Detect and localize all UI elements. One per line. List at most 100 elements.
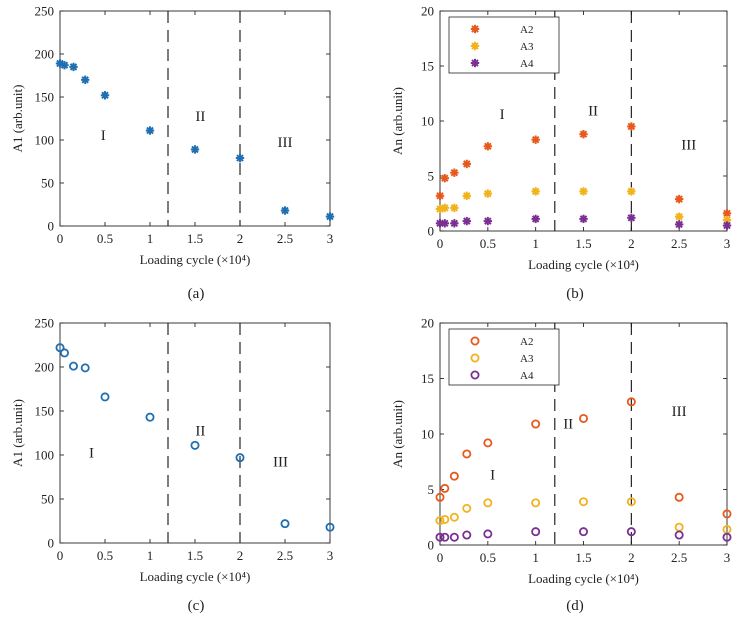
y-tick-label: 250 bbox=[35, 4, 55, 19]
data-point bbox=[450, 203, 459, 213]
y-tick-label: 50 bbox=[41, 176, 54, 191]
data-point bbox=[579, 214, 588, 224]
data-point bbox=[440, 514, 450, 524]
data-point bbox=[81, 75, 90, 84]
y-tick-label: 200 bbox=[35, 360, 55, 375]
x-tick-label: 2.5 bbox=[671, 236, 687, 251]
series-a2 bbox=[435, 122, 732, 218]
y-tick-label: 20 bbox=[421, 316, 434, 331]
y-tick-label: 50 bbox=[41, 492, 54, 507]
data-point bbox=[235, 153, 245, 163]
x-axis-label: Loading cycle (×10⁴) bbox=[528, 257, 639, 272]
data-point bbox=[674, 194, 684, 204]
panel-c: 0 0.5 1 1.5 2 2.5 3 0 50 100 150 200 250 Loading cycl… bbox=[10, 316, 335, 584]
region-label: III bbox=[672, 404, 687, 420]
x-tick-label: 1 bbox=[532, 550, 539, 565]
legend-label: A3 bbox=[520, 353, 534, 365]
y-axis-label: A1 (arb.unit) bbox=[10, 399, 25, 467]
x-axis-label: Loading cycle (×10⁴) bbox=[528, 571, 639, 586]
data-point bbox=[462, 530, 472, 540]
series-a4 bbox=[435, 213, 732, 230]
data-point bbox=[145, 126, 155, 135]
legend: A2 A3 A4 bbox=[448, 16, 560, 74]
data-point bbox=[483, 438, 493, 448]
y-tick-label: 100 bbox=[35, 448, 55, 463]
data-point bbox=[531, 419, 541, 429]
data-point bbox=[435, 492, 445, 502]
data-point bbox=[440, 532, 450, 542]
y-axis-label: An (arb.unit) bbox=[390, 400, 405, 468]
region-label: II bbox=[195, 109, 205, 125]
data-point bbox=[100, 392, 110, 402]
data-point bbox=[579, 497, 589, 507]
data-point bbox=[440, 203, 449, 213]
data-point bbox=[60, 60, 69, 70]
data-point bbox=[450, 219, 459, 228]
x-tick-label: 0.5 bbox=[480, 550, 496, 565]
legend-box bbox=[448, 328, 560, 386]
x-tick-label: 3 bbox=[724, 550, 731, 565]
x-tick-label: 2 bbox=[237, 231, 244, 246]
region-label: I bbox=[101, 128, 106, 144]
data-point bbox=[627, 122, 636, 131]
series-a1 bbox=[55, 343, 335, 532]
data-point bbox=[325, 212, 335, 221]
data-point bbox=[722, 221, 732, 230]
x-tick-label: 0.5 bbox=[97, 231, 113, 246]
data-point bbox=[626, 527, 636, 537]
region-label: II bbox=[588, 104, 598, 120]
legend-label: A4 bbox=[520, 58, 534, 70]
x-tick-label: 1.5 bbox=[575, 236, 591, 251]
data-point bbox=[483, 498, 493, 508]
data-point bbox=[627, 213, 636, 222]
data-point bbox=[435, 191, 445, 200]
data-point bbox=[449, 532, 459, 542]
data-point bbox=[674, 530, 684, 540]
data-point bbox=[483, 216, 493, 226]
data-point bbox=[145, 412, 155, 422]
y-tick-label: 0 bbox=[48, 536, 55, 551]
data-point bbox=[626, 497, 636, 507]
data-point bbox=[462, 216, 471, 226]
panel-label-b: (b) bbox=[566, 286, 584, 302]
data-point bbox=[674, 220, 684, 229]
legend-marker bbox=[470, 370, 480, 380]
x-tick-label: 3 bbox=[327, 548, 334, 563]
legend-marker bbox=[470, 336, 480, 346]
y-axis-label: A1 (arb.unit) bbox=[10, 85, 25, 153]
data-point bbox=[325, 522, 335, 532]
region-label: III bbox=[273, 454, 288, 470]
legend-label: A4 bbox=[520, 370, 534, 382]
x-tick-label: 1 bbox=[147, 548, 154, 563]
data-point bbox=[483, 142, 493, 151]
data-point bbox=[627, 187, 636, 196]
x-axis-label: Loading cycle (×10⁴) bbox=[140, 569, 251, 584]
data-point bbox=[531, 187, 540, 196]
x-tick-label: 2 bbox=[237, 548, 244, 563]
region-label: I bbox=[89, 446, 94, 462]
y-tick-label: 0 bbox=[428, 538, 435, 553]
x-tick-label: 0 bbox=[437, 550, 444, 565]
x-tick-label: 1.5 bbox=[575, 550, 591, 565]
data-point bbox=[674, 212, 684, 221]
x-tick-label: 2.5 bbox=[277, 548, 293, 563]
data-point bbox=[440, 174, 449, 183]
data-point bbox=[55, 343, 65, 353]
x-tick-label: 0.5 bbox=[480, 236, 496, 251]
data-point bbox=[579, 413, 589, 423]
panel-b: 0 0.5 1 1.5 2 2.5 3 0 5 10 15 20 Loading cycle (×10⁴… bbox=[390, 4, 732, 272]
region-label: I bbox=[490, 468, 495, 484]
x-tick-label: 2.5 bbox=[277, 231, 293, 246]
data-point bbox=[483, 189, 493, 198]
legend-label: A3 bbox=[520, 41, 534, 53]
data-point bbox=[440, 219, 449, 228]
data-point bbox=[190, 440, 200, 450]
panel-d: 0 0.5 1 1.5 2 2.5 3 0 5 10 15 20 Loading cycle (×10⁴… bbox=[390, 316, 732, 586]
data-point bbox=[60, 348, 70, 358]
data-point bbox=[531, 135, 540, 144]
y-tick-label: 10 bbox=[421, 114, 434, 129]
data-point bbox=[80, 363, 90, 373]
y-tick-label: 150 bbox=[35, 404, 55, 419]
series-a3 bbox=[435, 497, 732, 534]
